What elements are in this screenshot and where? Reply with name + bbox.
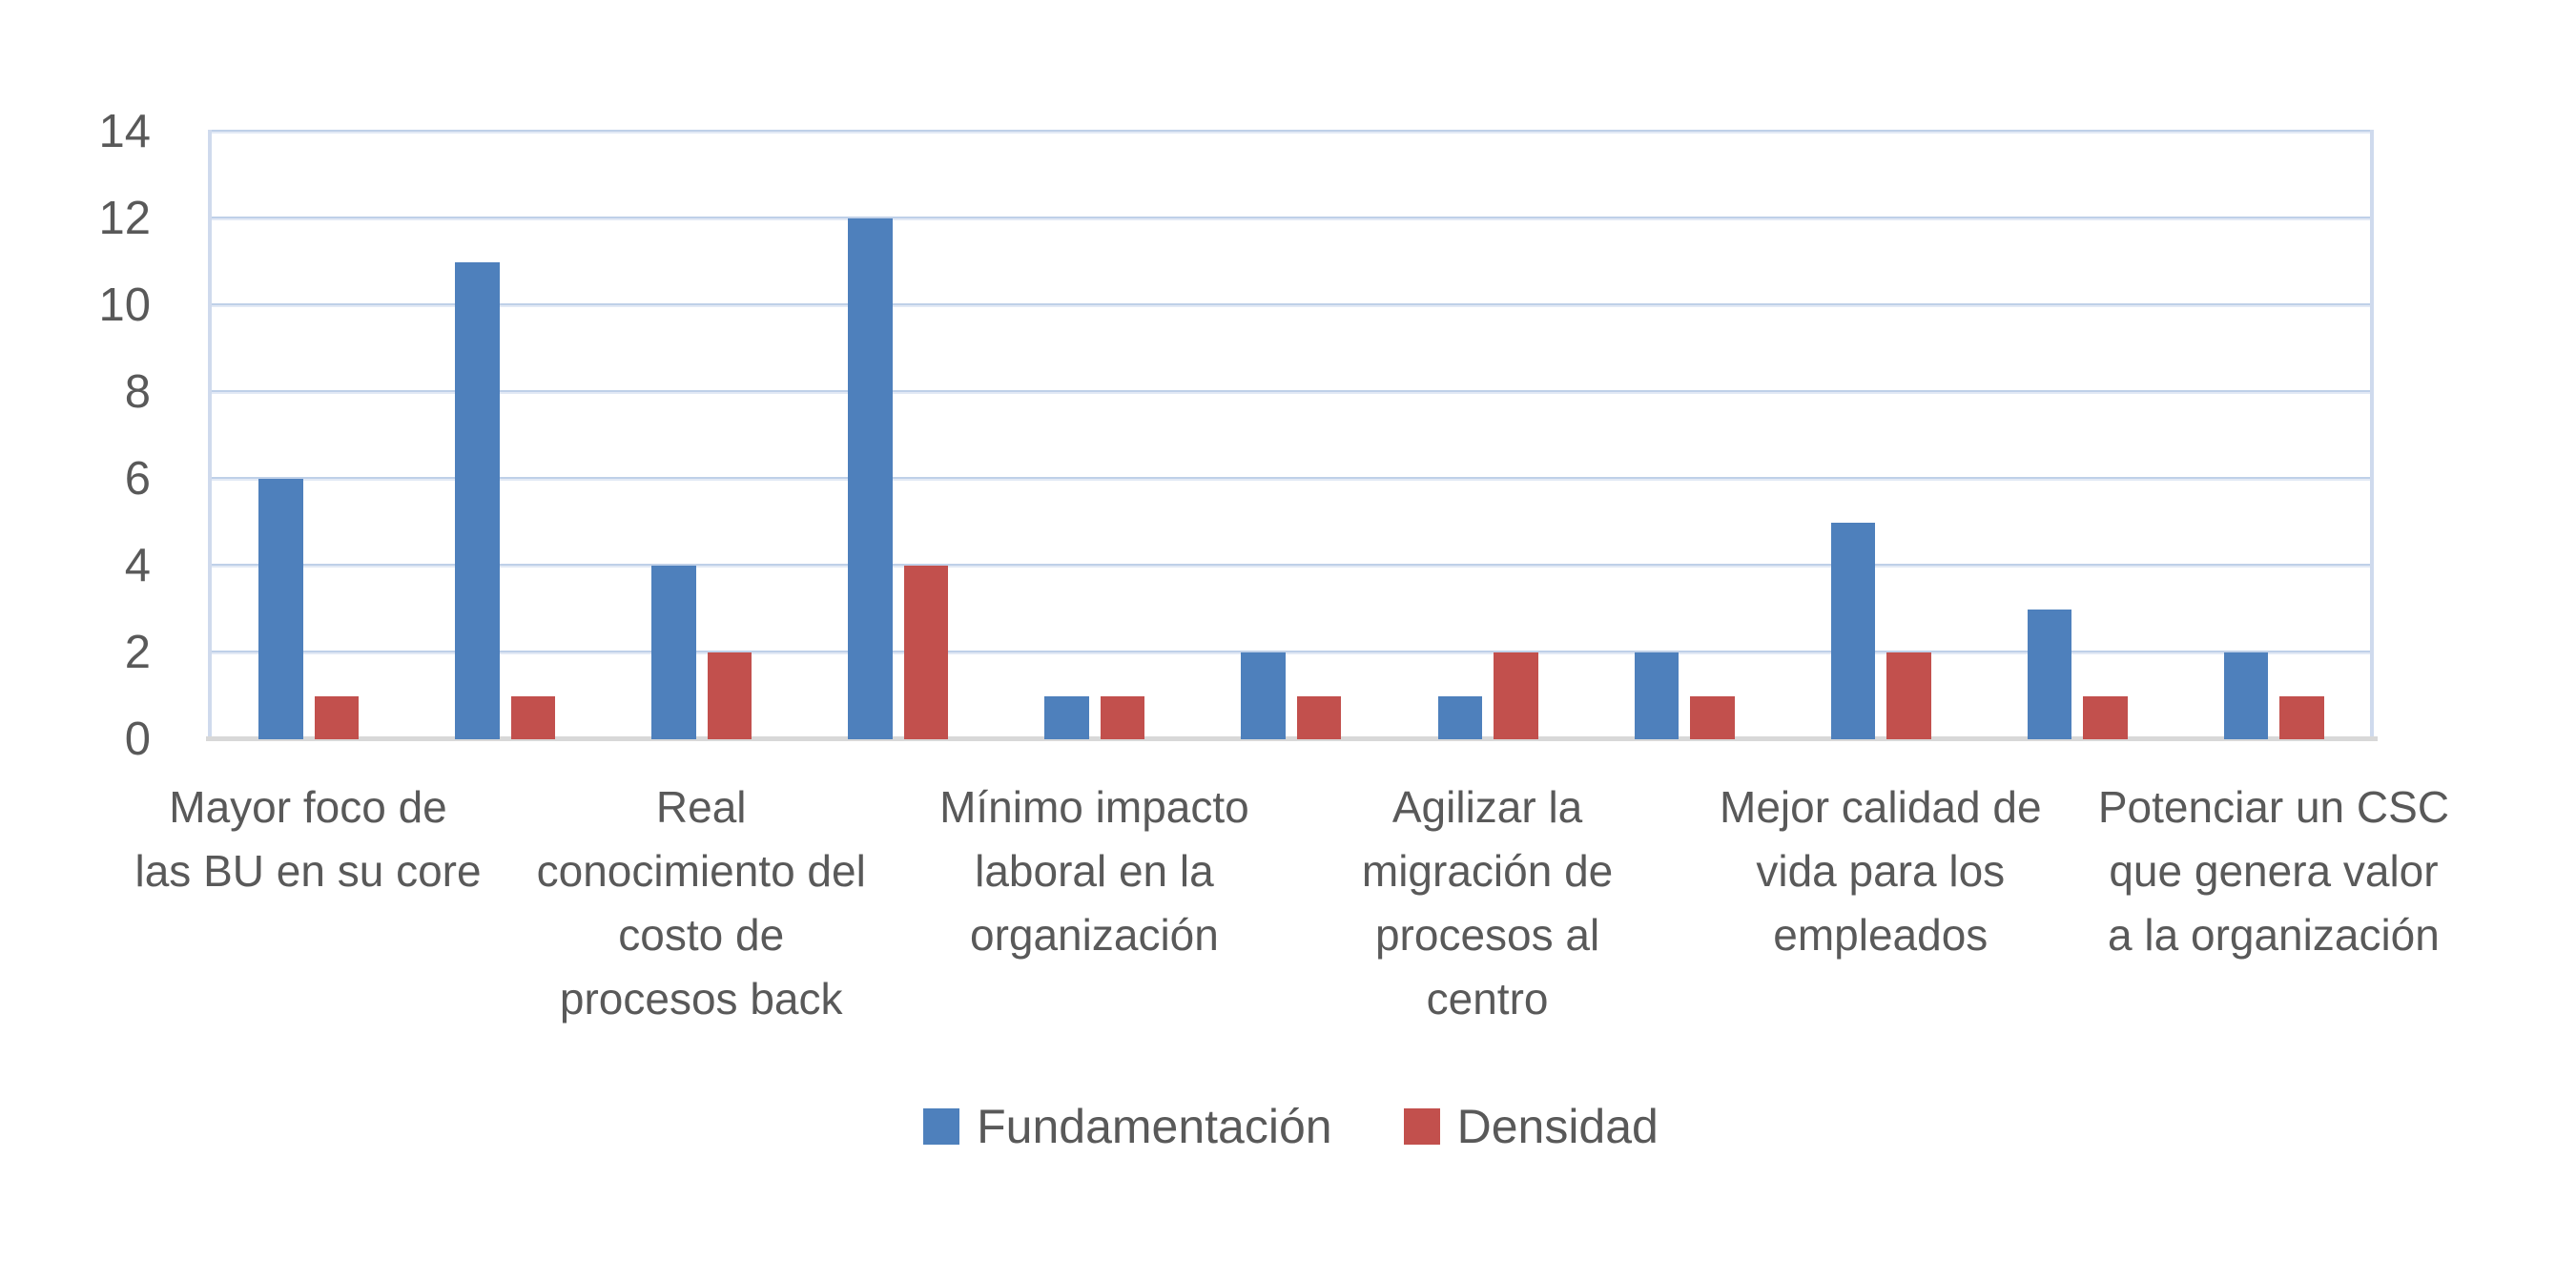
- category-label-line: que genera valor: [2109, 846, 2439, 896]
- bar-densidad-2: [510, 695, 556, 739]
- legend-swatch-densidad: [1403, 1108, 1440, 1145]
- gridline-y-6: [210, 477, 2372, 481]
- legend-swatch-fundamentacion: [923, 1108, 960, 1145]
- category-label-line: procesos al: [1374, 910, 1600, 960]
- category-label-line: Agilizar la: [1391, 782, 1583, 832]
- legend-label-fundamentacion: Fundamentación: [977, 1100, 1332, 1153]
- bar-densidad-9: [1886, 652, 1931, 739]
- bar-fundamentacion-11: [2223, 652, 2269, 739]
- gridline-y-12: [210, 217, 2372, 220]
- category-label-line: centro: [1426, 974, 1549, 1024]
- legend-label-densidad: Densidad: [1456, 1100, 1659, 1153]
- bar-fundamentacion-5: [1044, 695, 1089, 739]
- category-label-line: organización: [969, 910, 1219, 960]
- category-label-5: Mínimo impacto laboral en la organización: [851, 775, 1337, 967]
- category-label-7: Agilizar la migración de procesos al centro: [1245, 775, 1731, 1031]
- y-tick-label-12: 12: [98, 193, 151, 244]
- category-label-line: Mejor calidad de: [1720, 782, 2042, 832]
- bar-densidad-10: [2083, 695, 2128, 739]
- category-label-line: Mayor foco de: [169, 782, 447, 832]
- legend-item-densidad: Densidad: [1403, 1099, 1659, 1154]
- bar-fundamentacion-7: [1437, 695, 1483, 739]
- chart-legend: Fundamentación Densidad: [210, 1097, 2372, 1156]
- bar-densidad-4: [903, 566, 949, 739]
- category-label-1: Mayor foco de las BU en su core: [65, 775, 551, 903]
- y-tick-label-8: 8: [124, 366, 151, 418]
- category-label-line: procesos back: [559, 974, 843, 1024]
- bar-densidad-7: [1494, 652, 1538, 739]
- bar-densidad-11: [2279, 695, 2324, 739]
- category-label-line: a la organización: [2108, 910, 2440, 960]
- category-label-line: Mínimo impacto: [939, 782, 1249, 832]
- bar-fundamentacion-1: [258, 479, 303, 739]
- bar-densidad-1: [314, 695, 359, 739]
- y-tick-label-14: 14: [98, 106, 151, 157]
- y-tick-label-0: 0: [124, 713, 151, 765]
- gridline-y-8: [210, 390, 2372, 394]
- category-label-line: conocimiento del: [536, 846, 866, 896]
- gridline-y-2: [210, 651, 2372, 654]
- category-label-9: Mejor calidad de vida para los empleados: [1638, 775, 2124, 967]
- bar-fundamentacion-4: [848, 218, 893, 739]
- x-axis-line: [206, 736, 2378, 741]
- plot-area: [206, 130, 2378, 741]
- bar-fundamentacion-8: [1634, 652, 1680, 739]
- bar-fundamentacion-3: [651, 566, 696, 739]
- bar-fundamentacion-9: [1830, 522, 1876, 739]
- gridline-y-14: [210, 130, 2372, 134]
- category-label-line: costo de: [618, 910, 785, 960]
- plot-border-right: [2370, 130, 2374, 739]
- category-label-line: vida para los: [1756, 846, 2006, 896]
- category-label-line: empleados: [1773, 910, 1989, 960]
- bar-densidad-6: [1296, 695, 1342, 739]
- y-tick-label-10: 10: [98, 279, 151, 331]
- bar-fundamentacion-6: [1241, 652, 1286, 739]
- bar-fundamentacion-10: [2027, 609, 2072, 739]
- y-tick-label-4: 4: [124, 540, 151, 591]
- category-label-11: Potenciar un CSC que genera valor a la org…: [2030, 775, 2517, 967]
- gridline-y-10: [210, 303, 2372, 307]
- legend-item-fundamentacion: Fundamentación: [923, 1099, 1332, 1154]
- category-label-line: Potenciar un CSC: [2097, 782, 2450, 832]
- category-label-3: Real conocimiento del costo de procesos bac…: [458, 775, 944, 1031]
- category-label-line: laboral en la: [975, 846, 1214, 896]
- bar-densidad-8: [1690, 695, 1735, 739]
- plot-border-left: [208, 130, 212, 739]
- gridline-y-4: [210, 564, 2372, 568]
- y-tick-label-6: 6: [124, 453, 151, 505]
- category-label-line: Real: [655, 782, 747, 832]
- bar-densidad-5: [1100, 695, 1145, 739]
- category-label-line: migración de: [1361, 846, 1614, 896]
- y-tick-label-2: 2: [124, 627, 151, 678]
- bar-fundamentacion-2: [455, 261, 500, 739]
- bar-densidad-3: [707, 652, 752, 739]
- category-label-line: las BU en su core: [134, 846, 482, 896]
